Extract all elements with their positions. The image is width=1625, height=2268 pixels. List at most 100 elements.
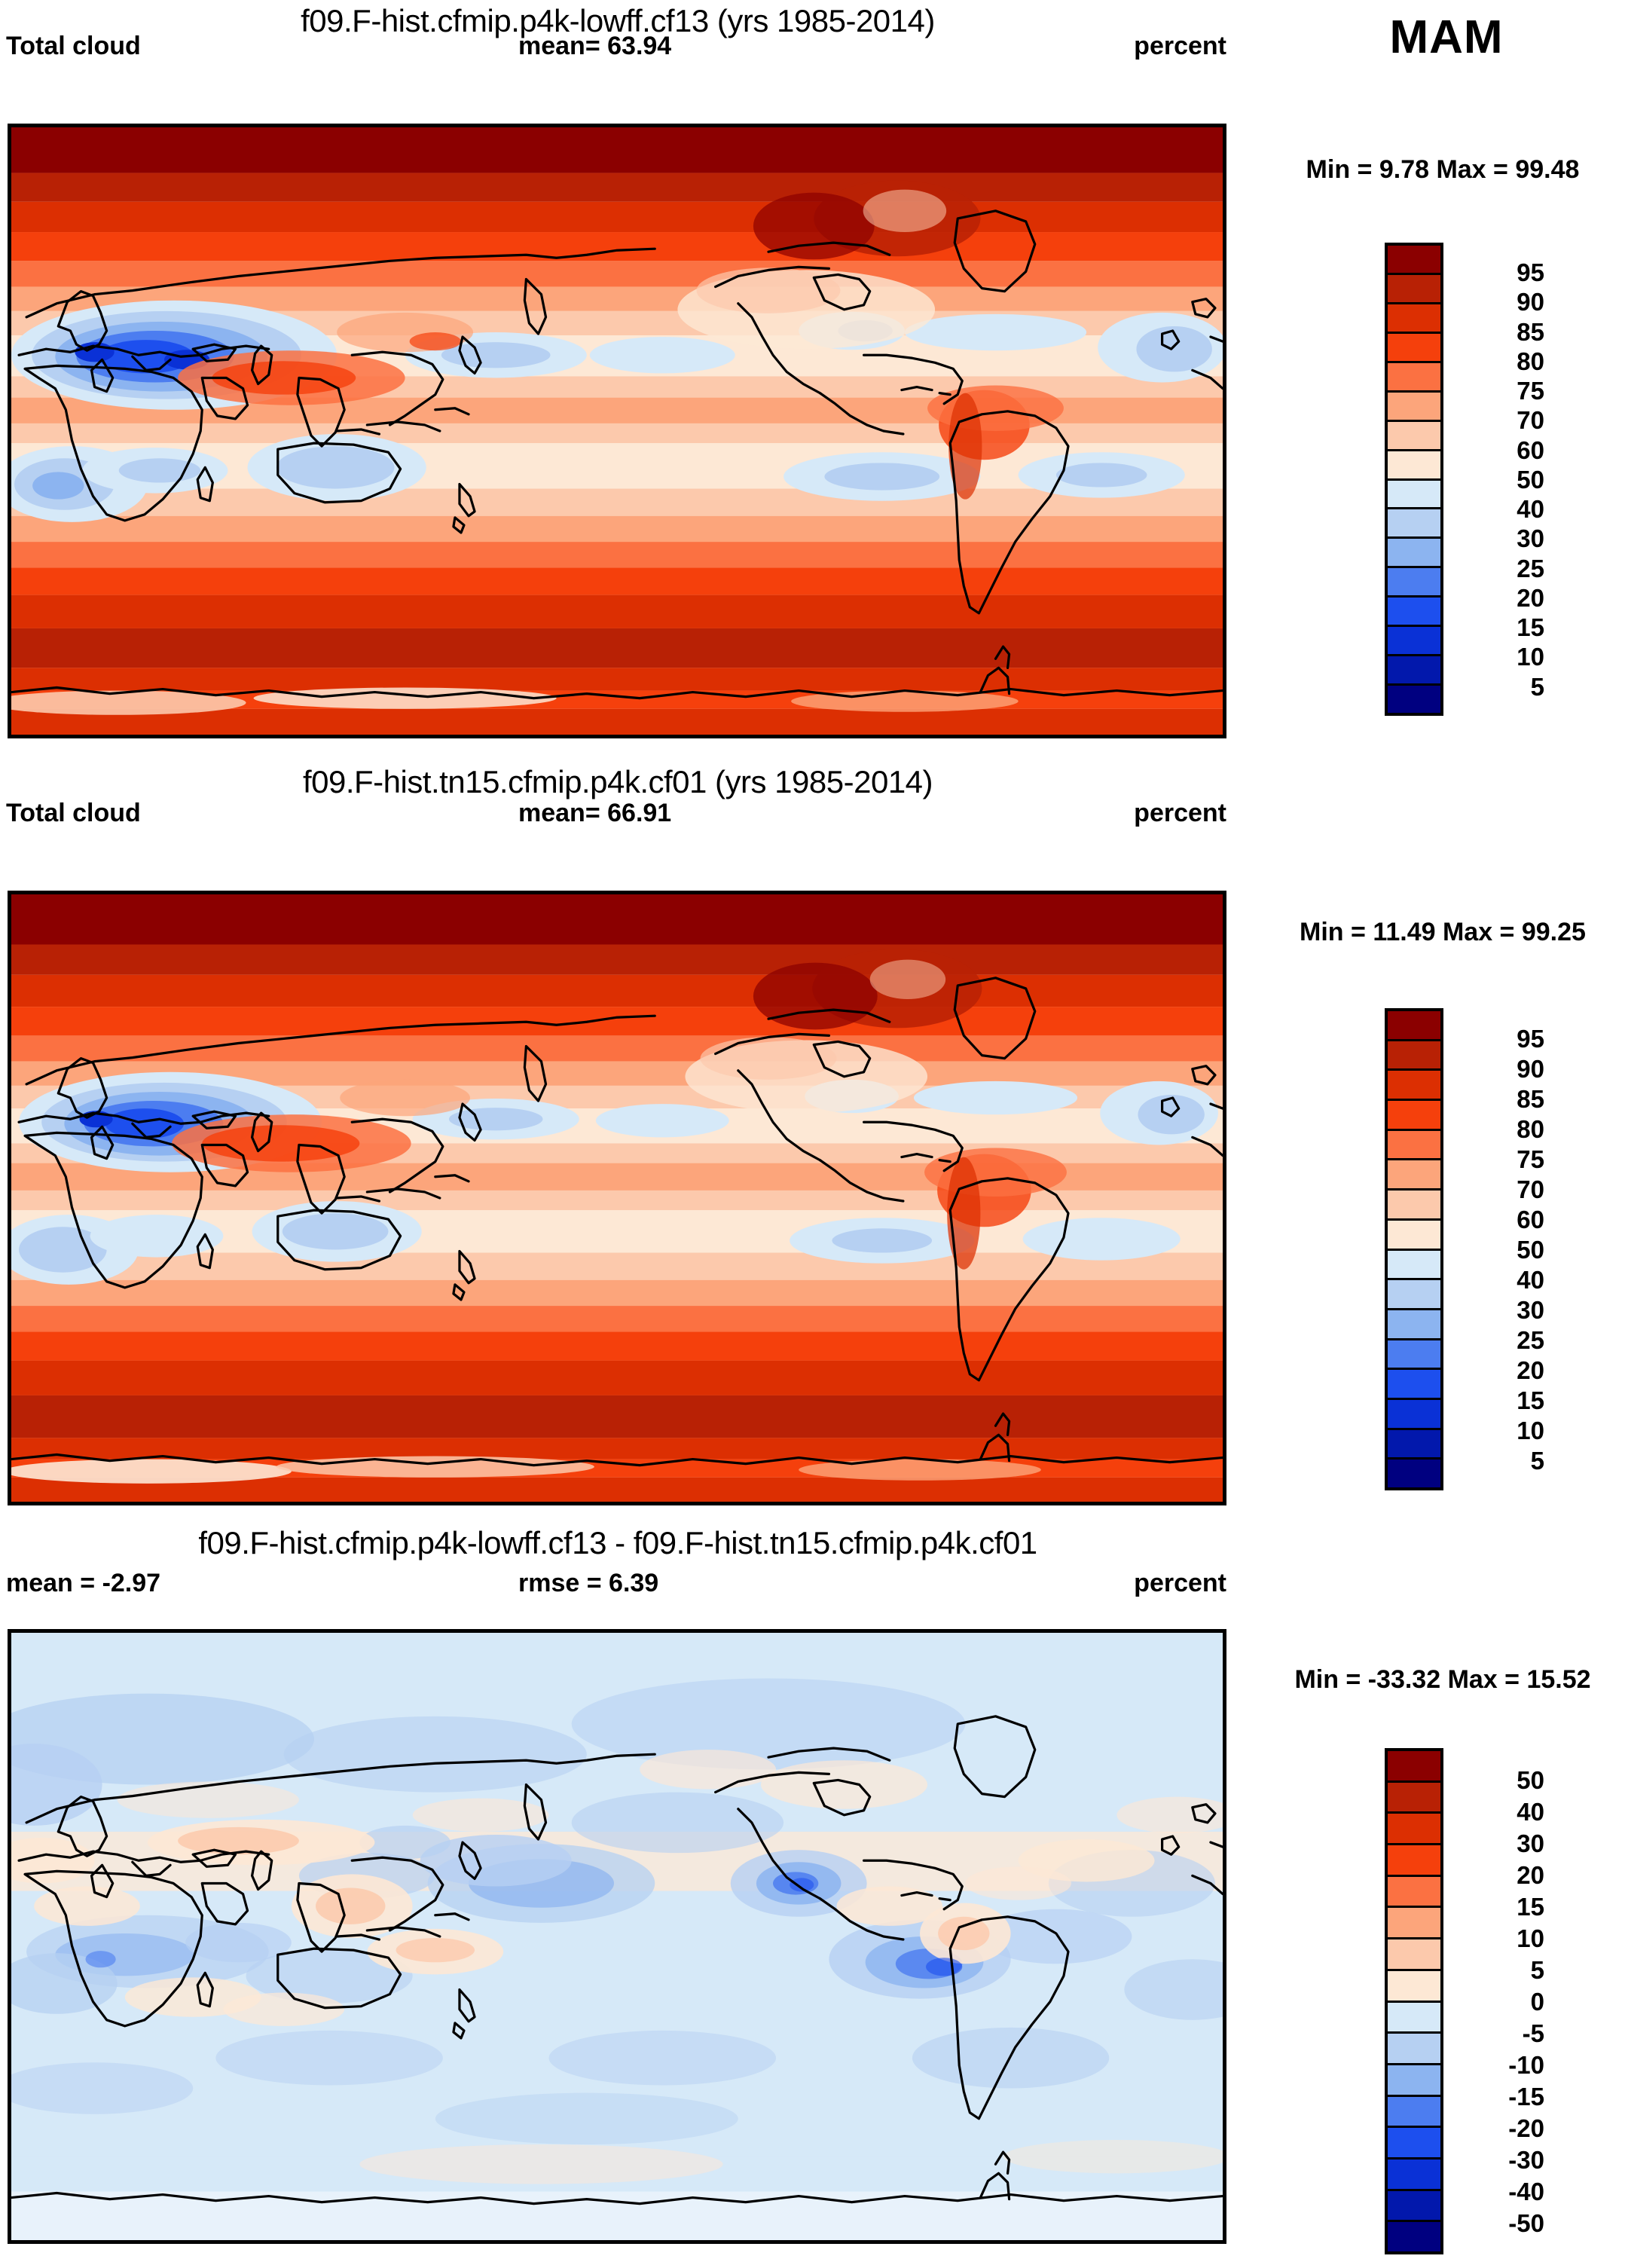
colorbar-swatch bbox=[1388, 2222, 1440, 2251]
panel-diff-colorbar-strip bbox=[1385, 1748, 1443, 2254]
colorbar-tick-label: -15 bbox=[1508, 2082, 1544, 2111]
panel-middle-colorbar-labels: 95 90 85 80 75 70 60 50 40 30 25 20 15 10 5 bbox=[1449, 1023, 1547, 1475]
colorbar-tick-label: 70 bbox=[1517, 406, 1544, 435]
season-label: MAM bbox=[1389, 11, 1504, 63]
panel-diff-header: mean = -2.97 rmse = 6.39 percent bbox=[6, 1569, 1226, 1599]
colorbar-swatch bbox=[1388, 1071, 1440, 1102]
panel-middle-minmax: Min = 11.49 Max = 99.25 bbox=[1300, 918, 1586, 946]
panel-middle-colorbar: 95 90 85 80 75 70 60 50 40 30 25 20 15 10 5 bbox=[1385, 1008, 1581, 1490]
panel-middle-title: f09.F-hist.tn15.cfmip.p4k.cf01 (yrs 1985… bbox=[302, 764, 933, 799]
colorbar-swatch bbox=[1388, 1130, 1440, 1161]
colorbar-swatch bbox=[1388, 2034, 1440, 2065]
panel-diff-map bbox=[8, 1629, 1226, 2244]
panel-top-title: f09.F-hist.cfmip.p4k-lowff.cf13 (yrs 198… bbox=[301, 3, 935, 38]
colorbar-tick-label: 75 bbox=[1517, 377, 1544, 405]
colorbar-tick-label: 85 bbox=[1517, 1084, 1544, 1113]
panel-top-colorbar-strip bbox=[1385, 243, 1443, 716]
panel-middle-mean: mean= 66.91 bbox=[518, 799, 672, 827]
colorbar-tick-label: -20 bbox=[1508, 2114, 1544, 2142]
colorbar-swatch bbox=[1388, 480, 1440, 510]
colorbar-tick-label: 5 bbox=[1530, 1446, 1544, 1475]
panel-top-colorbar: 95 90 85 80 75 70 60 50 40 30 25 20 15 10 5 bbox=[1385, 243, 1581, 716]
colorbar-tick-label: 5 bbox=[1530, 1955, 1544, 1984]
colorbar-tick-label: 50 bbox=[1517, 1235, 1544, 1264]
colorbar-swatch bbox=[1388, 246, 1440, 275]
colorbar-swatch bbox=[1388, 1814, 1440, 1846]
colorbar-tick-label: 10 bbox=[1517, 1924, 1544, 1952]
colorbar-tick-label: 75 bbox=[1517, 1145, 1544, 1173]
colorbar-tick-label: 90 bbox=[1517, 1054, 1544, 1083]
colorbar-tick-label: 20 bbox=[1517, 1356, 1544, 1384]
colorbar-tick-label: 40 bbox=[1517, 495, 1544, 524]
colorbar-swatch bbox=[1388, 598, 1440, 628]
colorbar-tick-label: 25 bbox=[1517, 1325, 1544, 1354]
colorbar-swatch bbox=[1388, 1011, 1440, 1041]
colorbar-swatch bbox=[1388, 1751, 1440, 1783]
colorbar-tick-label: 30 bbox=[1517, 1295, 1544, 1324]
panel-top-header: Total cloud mean= 63.94 percent bbox=[6, 32, 1226, 62]
panel-middle-units: percent bbox=[1134, 799, 1226, 827]
panel-top-map-svg bbox=[11, 127, 1223, 735]
colorbar-tick-label: 10 bbox=[1517, 1416, 1544, 1444]
colorbar-swatch bbox=[1388, 2065, 1440, 2097]
colorbar-swatch bbox=[1388, 627, 1440, 657]
colorbar-swatch bbox=[1388, 1250, 1440, 1281]
colorbar-tick-label: -40 bbox=[1508, 2177, 1544, 2205]
colorbar-swatch bbox=[1388, 1429, 1440, 1460]
colorbar-tick-label: -50 bbox=[1508, 2208, 1544, 2237]
colorbar-swatch bbox=[1388, 1280, 1440, 1310]
colorbar-swatch bbox=[1388, 2096, 1440, 2129]
colorbar-swatch bbox=[1388, 1220, 1440, 1251]
colorbar-tick-label: 20 bbox=[1517, 583, 1544, 612]
panel-middle-header: Total cloud mean= 66.91 percent bbox=[6, 799, 1226, 829]
colorbar-swatch bbox=[1388, 333, 1440, 363]
colorbar-tick-label: 80 bbox=[1517, 347, 1544, 375]
colorbar-swatch bbox=[1388, 1370, 1440, 1400]
panel-top-colorbar-labels: 95 90 85 80 75 70 60 50 40 30 25 20 15 10 5 bbox=[1449, 258, 1547, 701]
colorbar-swatch bbox=[1388, 1782, 1440, 1814]
panel-top-mean: mean= 63.94 bbox=[518, 32, 672, 60]
colorbar-tick-label: 20 bbox=[1517, 1860, 1544, 1889]
colorbar-swatch bbox=[1388, 1340, 1440, 1371]
colorbar-swatch bbox=[1388, 1160, 1440, 1191]
colorbar-swatch bbox=[1388, 2159, 1440, 2191]
panel-top: f09.F-hist.cfmip.p4k-lowff.cf13 (yrs 198… bbox=[0, 0, 1625, 753]
panel-diff: f09.F-hist.cfmip.p4k-lowff.cf13 - f09.F-… bbox=[0, 1522, 1625, 2268]
colorbar-swatch bbox=[1388, 362, 1440, 393]
colorbar-swatch bbox=[1388, 2190, 1440, 2223]
panel-top-variable: Total cloud bbox=[6, 32, 141, 60]
colorbar-swatch bbox=[1388, 1101, 1440, 1131]
colorbar-tick-label: -30 bbox=[1508, 2145, 1544, 2174]
colorbar-swatch bbox=[1388, 509, 1440, 539]
colorbar-swatch bbox=[1388, 2002, 1440, 2034]
colorbar-swatch bbox=[1388, 1191, 1440, 1221]
panel-diff-units: percent bbox=[1134, 1569, 1226, 1597]
colorbar-tick-label: 30 bbox=[1517, 1829, 1544, 1857]
colorbar-swatch bbox=[1388, 274, 1440, 304]
colorbar-swatch bbox=[1388, 1876, 1440, 1909]
colorbar-tick-label: 85 bbox=[1517, 317, 1544, 346]
colorbar-swatch bbox=[1388, 686, 1440, 713]
colorbar-swatch bbox=[1388, 656, 1440, 686]
colorbar-swatch bbox=[1388, 1460, 1440, 1487]
colorbar-swatch bbox=[1388, 392, 1440, 422]
colorbar-tick-label: 70 bbox=[1517, 1175, 1544, 1203]
colorbar-tick-label: 25 bbox=[1517, 554, 1544, 582]
colorbar-tick-label: 60 bbox=[1517, 436, 1544, 464]
colorbar-tick-label: 10 bbox=[1517, 643, 1544, 671]
colorbar-tick-label: 0 bbox=[1530, 1987, 1544, 2016]
colorbar-tick-label: 30 bbox=[1517, 524, 1544, 553]
colorbar-tick-label: 50 bbox=[1517, 465, 1544, 494]
colorbar-tick-label: 40 bbox=[1517, 1265, 1544, 1294]
colorbar-swatch bbox=[1388, 1845, 1440, 1877]
colorbar-swatch bbox=[1388, 421, 1440, 451]
colorbar-tick-label: 80 bbox=[1517, 1114, 1544, 1143]
panel-top-minmax: Min = 9.78 Max = 99.48 bbox=[1306, 155, 1580, 184]
colorbar-tick-label: 60 bbox=[1517, 1205, 1544, 1233]
colorbar-swatch bbox=[1388, 1399, 1440, 1430]
panel-diff-minmax: Min = -33.32 Max = 15.52 bbox=[1294, 1665, 1591, 1694]
panel-middle-map-svg bbox=[11, 894, 1223, 1502]
panel-middle-variable: Total cloud bbox=[6, 799, 141, 827]
colorbar-tick-label: 15 bbox=[1517, 613, 1544, 642]
